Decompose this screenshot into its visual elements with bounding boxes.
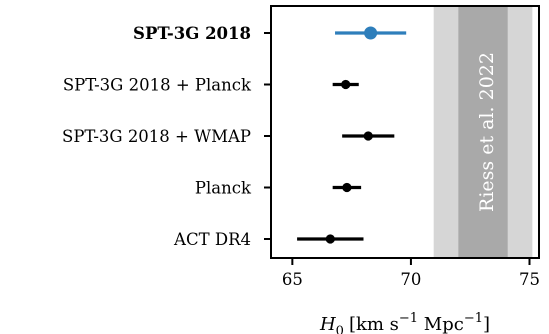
point-0 xyxy=(364,26,378,40)
x-axis: 65 70 75 xyxy=(282,258,540,289)
point-1 xyxy=(341,79,351,90)
ytick-label-3: Planck xyxy=(195,179,252,198)
point-2 xyxy=(363,131,373,141)
point-4 xyxy=(325,234,335,244)
reference-bands xyxy=(433,6,533,258)
measurement-markers xyxy=(297,26,407,244)
ytick-label-2: SPT-3G 2018 + WMAP xyxy=(62,127,251,146)
ytick-label-4: ACT DR4 xyxy=(173,230,251,249)
x-axis-label: H0 [km s−1 Mpc−1] xyxy=(319,311,490,334)
y-axis: SPT-3G 2018 SPT-3G 2018 + Planck SPT-3G 20… xyxy=(62,24,271,249)
point-3 xyxy=(342,182,352,193)
xtick-label-0: 65 xyxy=(282,270,303,289)
xtick-label-1: 70 xyxy=(400,270,421,289)
ytick-label-0: SPT-3G 2018 xyxy=(133,24,251,43)
xtick-label-2: 75 xyxy=(519,270,540,289)
ytick-label-1: SPT-3G 2018 + Planck xyxy=(63,76,252,95)
riess-band-1sigma xyxy=(458,6,508,258)
riess-band-label: Riess et al. 2022 xyxy=(476,52,498,212)
plot-frame xyxy=(270,5,540,259)
